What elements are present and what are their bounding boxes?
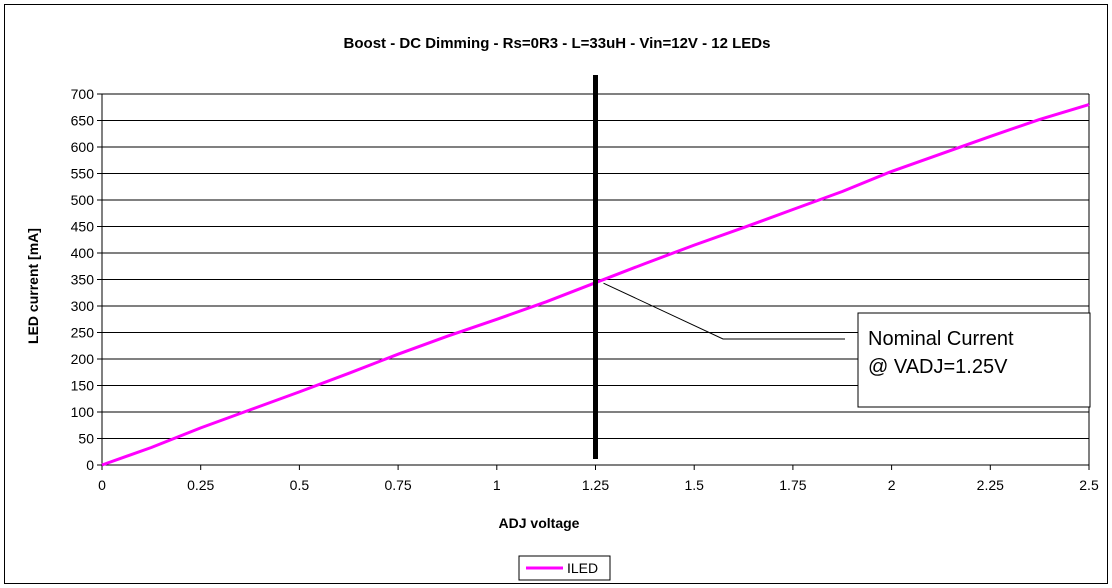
annotation: Nominal Current @ VADJ=1.25V [603,282,1091,408]
annotation-text-line: Nominal Current [868,328,1014,350]
x-tick-label: 2.5 [1079,477,1099,493]
y-tick-label: 250 [71,325,95,341]
x-tick-label: 2.25 [977,477,1004,493]
x-tick-label: 0 [98,477,106,493]
y-tick-label: 400 [71,245,95,261]
x-tick-label: 0.75 [384,477,411,493]
legend: ILED [518,555,611,581]
y-tick-label: 200 [71,351,95,367]
x-tick-labels: 0 0.25 0.5 0.75 1 1.25 1.5 1.75 2 2.25 2.5 [98,477,1099,493]
x-tick-label: 2 [888,477,896,493]
y-tick-label: 450 [71,219,95,235]
x-tick-label: 1 [493,477,501,493]
y-tick-label: 150 [71,378,95,394]
y-tick-labels: 0 50 100 150 200 250 300 350 400 450 500 550 600 650 7… [71,86,95,473]
legend-label: ILED [567,560,598,576]
x-tick-label: 0.5 [290,477,310,493]
chart-title: Boost - DC Dimming - Rs=0R3 - L=33uH - V… [344,35,771,52]
y-tick-label: 50 [78,431,94,447]
y-axis-label: LED current [mA] [25,228,41,344]
y-tick-label: 0 [86,457,94,473]
line-chart: Boost - DC Dimming - Rs=0R3 - L=33uH - V… [25,35,1099,581]
x-tick-label: 1.25 [582,477,609,493]
y-tick-label: 300 [71,298,95,314]
chart-frame: Boost - DC Dimming - Rs=0R3 - L=33uH - V… [4,4,1108,584]
y-tick-label: 600 [71,139,95,155]
x-tick-label: 1.75 [779,477,806,493]
annotation-leader-line [603,282,845,340]
y-tick-label: 550 [71,166,95,182]
annotation-text-line: @ VADJ=1.25V [868,356,1008,378]
annotation-box [857,312,1091,408]
y-tick-label: 350 [71,272,95,288]
x-tick-label: 1.5 [684,477,704,493]
y-tick-label: 700 [71,86,95,102]
y-tick-label: 100 [71,404,95,420]
x-axis-label: ADJ voltage [499,515,580,531]
x-tick-label: 0.25 [187,477,214,493]
y-tick-label: 650 [71,113,95,129]
y-tick-label: 500 [71,192,95,208]
